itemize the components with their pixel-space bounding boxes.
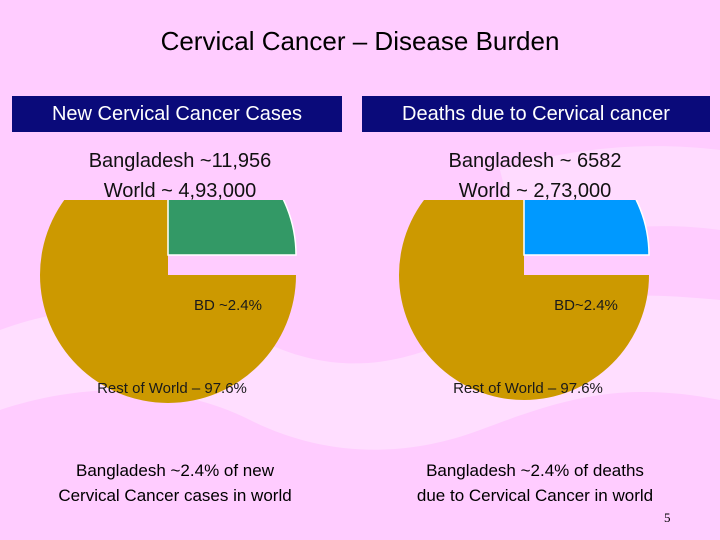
- panel-header-deaths: Deaths due to Cervical cancer: [362, 96, 710, 132]
- pie-slice-bangladesh: [523, 200, 650, 256]
- stat-line-bangladesh: Bangladesh ~11,956: [88, 150, 272, 172]
- caption-line: due to Cervical Cancer in world: [416, 486, 654, 505]
- caption-new-cases: Bangladesh ~2.4% of new Cervical Cancer …: [10, 458, 340, 508]
- page-number: 5: [664, 510, 671, 525]
- slice-label-bangladesh: BD~2.4%: [554, 297, 618, 314]
- stat-line-bangladesh: Bangladesh ~ 6582: [448, 150, 622, 172]
- pie-chart-new-cases: BD ~2.4% Rest of World – 97.6%: [40, 200, 297, 403]
- slide-title: Cervical Cancer – Disease Burden: [160, 26, 560, 56]
- pie-slice-rest-of-world: [399, 200, 649, 400]
- stat-line-world: World ~ 4,93,000: [103, 180, 257, 202]
- caption-line: Bangladesh ~2.4% of deaths: [426, 461, 644, 480]
- caption-line: Bangladesh ~2.4% of new: [75, 461, 274, 480]
- pie-slice-bangladesh: [167, 200, 297, 256]
- caption-line: Cervical Cancer cases in world: [58, 486, 292, 505]
- slice-label-rest-of-world: Rest of World – 97.6%: [453, 380, 603, 397]
- stat-line-world: World ~ 2,73,000: [458, 180, 612, 202]
- stats-deaths: Bangladesh ~ 6582 World ~ 2,73,000: [370, 146, 700, 206]
- panel-header-new-cases: New Cervical Cancer Cases: [12, 96, 342, 132]
- slice-label-rest-of-world: Rest of World – 97.6%: [97, 380, 247, 397]
- caption-deaths: Bangladesh ~2.4% of deaths due to Cervic…: [368, 458, 702, 508]
- slice-label-bangladesh: BD ~2.4%: [194, 297, 262, 314]
- pie-chart-deaths: BD~2.4% Rest of World – 97.6%: [399, 200, 650, 400]
- stats-new-cases: Bangladesh ~11,956 World ~ 4,93,000: [20, 146, 340, 206]
- pie-slice-rest-of-world: [40, 200, 296, 403]
